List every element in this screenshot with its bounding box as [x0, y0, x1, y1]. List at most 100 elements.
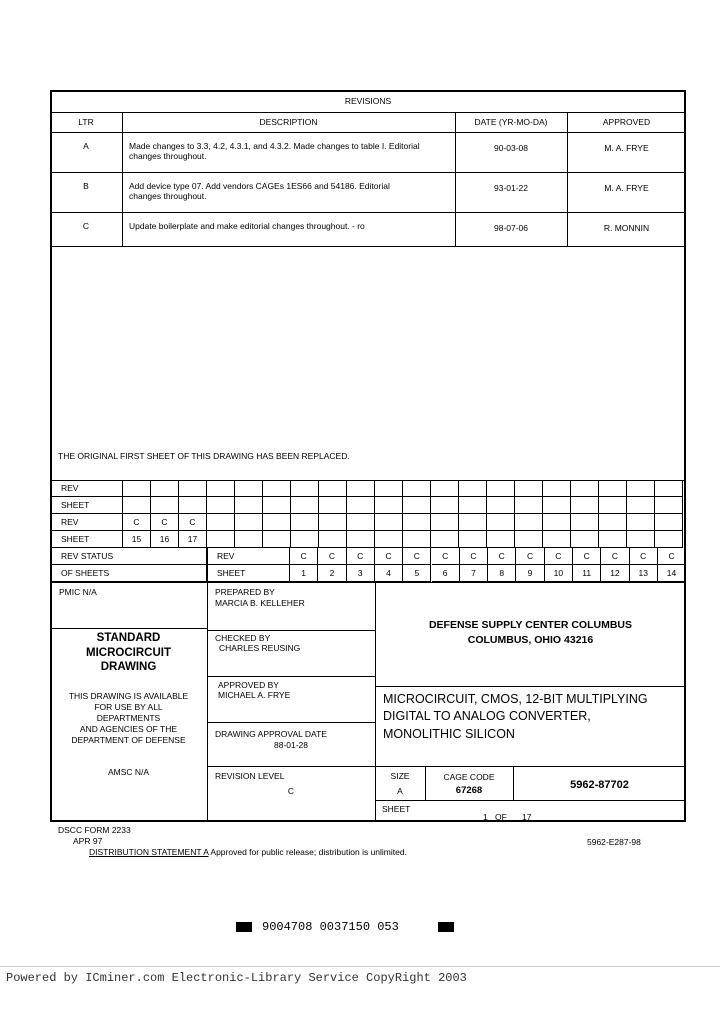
grid-cell [263, 514, 291, 531]
grid-cell [487, 497, 515, 514]
sheet-rev-cell: C [573, 548, 602, 565]
sheet-rev-cell: C [374, 548, 404, 565]
line: FOR USE BY ALL [94, 702, 163, 712]
grid-cell: 17 [179, 531, 207, 548]
grid-cell [291, 514, 319, 531]
rev-status-label: REV STATUS [51, 548, 207, 565]
sheet-number-cell: 14 [657, 565, 687, 582]
standard-heading: STANDARD MICROCIRCUIT DRAWING [50, 631, 207, 675]
grid-cell [263, 531, 291, 548]
grid-cell [627, 514, 655, 531]
grid-cell [235, 480, 263, 497]
size-value: A [397, 786, 403, 796]
form-name: DSCC FORM 2233 [58, 825, 131, 835]
sheet-number-cell: 4 [374, 565, 404, 582]
barcode-block-icon [438, 922, 454, 932]
grid-cell [543, 514, 571, 531]
grid-cell [151, 480, 179, 497]
grid-cell [599, 497, 627, 514]
sheet-number-cell: 6 [431, 565, 460, 582]
revision-date: 98-07-06 [493, 223, 529, 233]
sheet-rev-cell: C [488, 548, 517, 565]
grid-cell: C [123, 514, 151, 531]
grid-cell [235, 497, 263, 514]
drawing-number: 5962-87702 [570, 779, 629, 791]
grid-cell [123, 497, 151, 514]
sheet-number: 1 [483, 812, 488, 822]
grid-cell [627, 480, 655, 497]
sheet-number-cell: 13 [629, 565, 658, 582]
grid-cell [319, 497, 347, 514]
grid-cell [515, 514, 543, 531]
grid-cell [207, 514, 235, 531]
grid-cell [151, 497, 179, 514]
grid-cell: C [179, 514, 207, 531]
grid-cell: 16 [151, 531, 179, 548]
sheet-number-cell: 9 [516, 565, 545, 582]
sheet-label: SHEET [382, 804, 411, 814]
grid-cell [375, 531, 403, 548]
footer-credit: Powered by ICminer.com Electronic-Librar… [6, 971, 467, 985]
grid-row-label: REV [51, 480, 123, 497]
grid-cell [459, 497, 487, 514]
sheet-number-cell: 12 [601, 565, 630, 582]
grid-cell [599, 480, 627, 497]
sheet-rev-cell: C [346, 548, 375, 565]
grid-cell [319, 531, 347, 548]
grid-cell [291, 497, 319, 514]
grid-cell [347, 480, 375, 497]
checked-by-name: CHARLES REUSING [219, 643, 301, 653]
prepared-by-name: MARCIA B. KELLEHER [215, 598, 305, 608]
header-date: DATE (YR-MO-DA) [474, 117, 548, 127]
sheet-number-cell: 10 [544, 565, 573, 582]
approval-date: 88-01-28 [273, 740, 309, 750]
cage-code: 67268 [455, 785, 483, 796]
revision-date: 93-01-22 [493, 183, 529, 193]
grid-cell [263, 497, 291, 514]
grid-cell [571, 514, 599, 531]
cage-code-label: CAGE CODE [443, 772, 495, 782]
grid-cell [599, 531, 627, 548]
revisions-title: REVISIONS [344, 96, 392, 106]
document-id: 5962-E287-98 [587, 837, 641, 847]
sheet-rev-cell: C [403, 548, 432, 565]
grid-cell [291, 531, 319, 548]
revision-approved: M. A. FRYE [604, 143, 649, 153]
revision-description: Update boilerplate and make editorial ch… [129, 221, 365, 231]
grid-cell [207, 480, 235, 497]
header-approved: APPROVED [602, 117, 651, 127]
header-description: DESCRIPTION [259, 117, 318, 127]
availability-statement: THIS DRAWING IS AVAILABLE FOR USE BY ALL… [50, 691, 207, 746]
grid-cell [459, 531, 487, 548]
grid-cell [263, 480, 291, 497]
revision-letter: A [83, 141, 89, 151]
revision-level-label: REVISION LEVEL [215, 771, 285, 781]
line: DEPARTMENT OF DEFENSE [71, 735, 186, 745]
grid-cell [515, 531, 543, 548]
grid-cell [403, 514, 431, 531]
distribution-statement: DISTRIBUTION STATEMENT A Approved for pu… [89, 847, 407, 857]
grid-cell [291, 480, 319, 497]
grid-cell [207, 531, 235, 548]
sheet-rev-cell: C [629, 548, 658, 565]
distribution-label: DISTRIBUTION STATEMENT A [89, 847, 209, 857]
sheet-rev-cell: C [601, 548, 630, 565]
approved-by-label: APPROVED BY [218, 680, 279, 690]
sheet-total: 17 [522, 812, 532, 822]
grid-cell [375, 497, 403, 514]
sheet-rev-cell: C [459, 548, 489, 565]
main-sheet-label: SHEET [207, 565, 290, 582]
grid-cell [319, 514, 347, 531]
revision-level: C [287, 786, 295, 796]
replaced-note: THE ORIGINAL FIRST SHEET OF THIS DRAWING… [58, 451, 350, 461]
header-ltr: LTR [78, 117, 94, 127]
revision-letter: B [83, 181, 89, 191]
revision-approved: R. MONNIN [603, 223, 650, 233]
drawing-title-line2: DIGITAL TO ANALOG CONVERTER, [383, 709, 591, 723]
heading-line: STANDARD [96, 632, 161, 644]
grid-cell [655, 514, 683, 531]
grid-row-label: REV [51, 514, 123, 531]
heading-line: DRAWING [100, 661, 157, 673]
drawing-frame [50, 90, 686, 822]
revision-approved: M. A. FRYE [604, 183, 649, 193]
